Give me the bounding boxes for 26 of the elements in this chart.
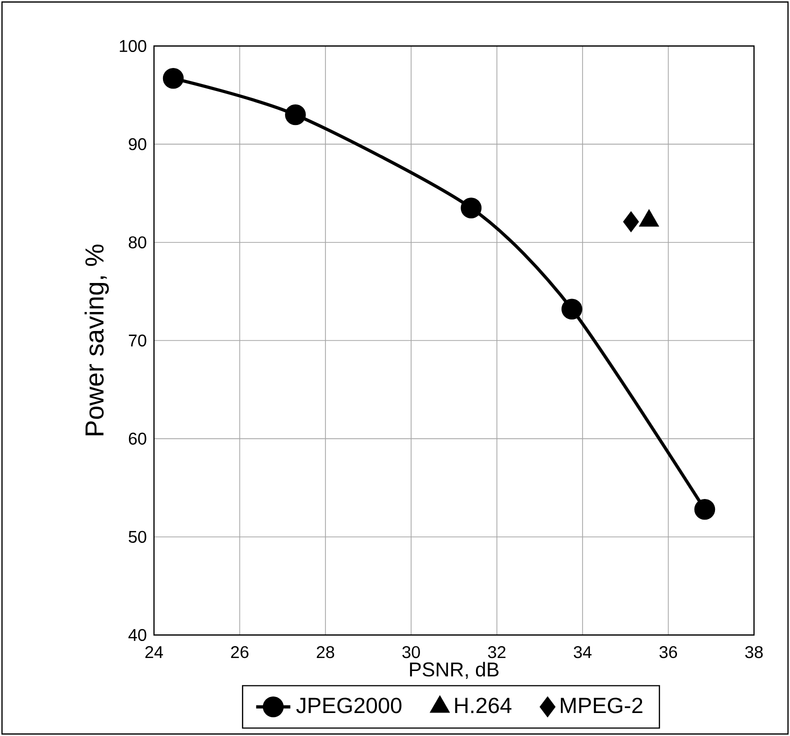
y-tick-label: 70 [128, 334, 146, 347]
x-tick-label: 36 [660, 646, 678, 658]
x-tick-label: 32 [488, 646, 506, 658]
y-tick-label: 80 [128, 236, 146, 248]
point [162, 68, 184, 89]
x-tick-label: 24 [145, 646, 163, 658]
y-tick-label: 90 [128, 138, 146, 150]
point [460, 198, 482, 218]
x-axis-title: PSNR, dB [410, 662, 499, 679]
point [623, 211, 639, 232]
y-axis-title: Power saving, % [84, 244, 109, 436]
point [285, 104, 306, 126]
legend-label: JPEG2000 [296, 698, 402, 714]
y-tick-label: 50 [128, 530, 146, 543]
point [694, 498, 716, 520]
x-tick-label: 34 [574, 646, 592, 658]
y-tick-label: 100 [120, 40, 146, 52]
legend-label: H.264 [455, 698, 512, 714]
x-tick-label: 38 [745, 646, 763, 658]
x-tick-label: 26 [231, 646, 248, 658]
point [561, 298, 582, 320]
legend-label: MPEG-2 [560, 698, 642, 714]
y-tick-label: 60 [128, 432, 146, 445]
y-tick-label: 40 [128, 629, 146, 642]
x-tick-label: 30 [402, 646, 420, 658]
x-tick-label: 28 [316, 646, 334, 658]
